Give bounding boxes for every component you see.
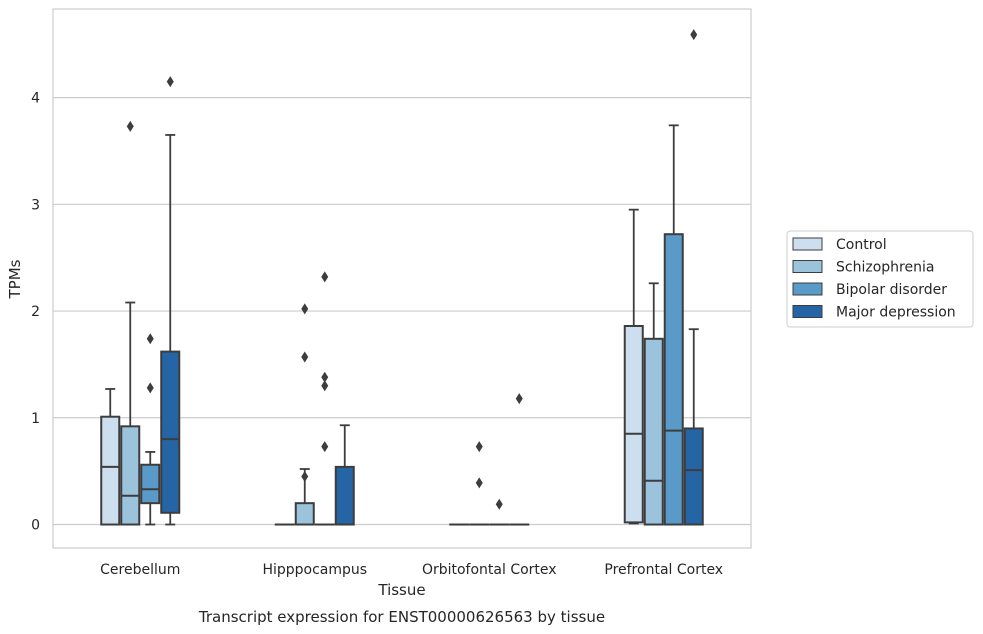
- outlier-marker: [321, 380, 329, 392]
- y-tick-label: 3: [31, 197, 40, 213]
- box-0-0: [100, 388, 121, 526]
- box-1-1: [294, 303, 315, 526]
- y-tick-label: 2: [31, 304, 40, 320]
- outlier-marker: [301, 470, 309, 482]
- box-1-3: [334, 424, 355, 526]
- y-tick-label: 0: [31, 518, 40, 534]
- x-axis-label: Tissue: [377, 581, 425, 599]
- x-tick-label: Orbitofontal Cortex: [422, 562, 557, 578]
- box-3-2: [663, 124, 684, 526]
- outlier-marker: [166, 76, 174, 88]
- box-0-2: [140, 333, 161, 526]
- x-tick-label: Cerebellum: [100, 562, 180, 578]
- legend-label: Control: [836, 237, 887, 253]
- outlier-marker: [126, 120, 134, 132]
- legend-swatch: [792, 282, 823, 296]
- box-0-1: [120, 120, 141, 526]
- x-axis-ticks: Cerebellum Hipppocampus Orbitofontal Corte…: [100, 562, 723, 578]
- box-iqr: [623, 324, 644, 524]
- outlier-marker: [146, 333, 154, 345]
- box-iqr: [100, 415, 121, 526]
- box-iqr: [334, 465, 355, 526]
- legend-label: Bipolar disorder: [836, 282, 947, 298]
- outlier-marker: [321, 271, 329, 283]
- y-tick-label: 4: [31, 91, 40, 107]
- box-iqr: [294, 502, 315, 526]
- box-2-2: [489, 498, 510, 526]
- box-3-1: [643, 282, 664, 526]
- box-plots: [100, 29, 704, 526]
- box-3-3: [683, 29, 704, 526]
- box-iqr: [643, 337, 664, 526]
- outlier-marker: [495, 498, 503, 510]
- box-iqr: [683, 427, 704, 526]
- legend-swatch: [792, 237, 823, 251]
- box-1-2: [314, 271, 335, 526]
- box-iqr: [160, 350, 181, 514]
- y-axis-ticks: 0 1 2 3 4: [31, 91, 40, 534]
- box-iqr: [663, 233, 684, 526]
- legend-frame: [786, 230, 974, 328]
- outlier-marker: [321, 371, 329, 383]
- box-iqr: [120, 425, 141, 526]
- y-tick-label: 1: [31, 411, 40, 427]
- x-tick-label: Hipppocampus: [262, 562, 367, 578]
- legend-swatch: [792, 260, 823, 273]
- x-tick-label: Prefrontal Cortex: [604, 562, 723, 578]
- box-0-3: [160, 76, 181, 526]
- y-axis-label: TPMs: [6, 259, 24, 299]
- box-3-0: [623, 208, 644, 525]
- outlier-marker: [690, 29, 698, 41]
- box-iqr: [140, 463, 161, 505]
- box-2-1: [469, 441, 490, 526]
- outlier-marker: [146, 382, 154, 394]
- box-2-3: [509, 393, 530, 526]
- legend-label: Major depression: [836, 305, 956, 321]
- legend-label: Schizophrenia: [836, 260, 934, 276]
- legend-swatch: [792, 305, 823, 318]
- outlier-marker: [301, 303, 309, 315]
- chart-caption: Transcript expression for ENST0000062656…: [198, 608, 605, 626]
- legend: Control Schizophrenia Bipolar disorder Majo…: [786, 230, 974, 328]
- outlier-marker: [515, 393, 523, 405]
- outlier-marker: [301, 351, 309, 363]
- outlier-marker: [475, 441, 483, 453]
- outlier-marker: [321, 441, 329, 453]
- outlier-marker: [475, 477, 483, 489]
